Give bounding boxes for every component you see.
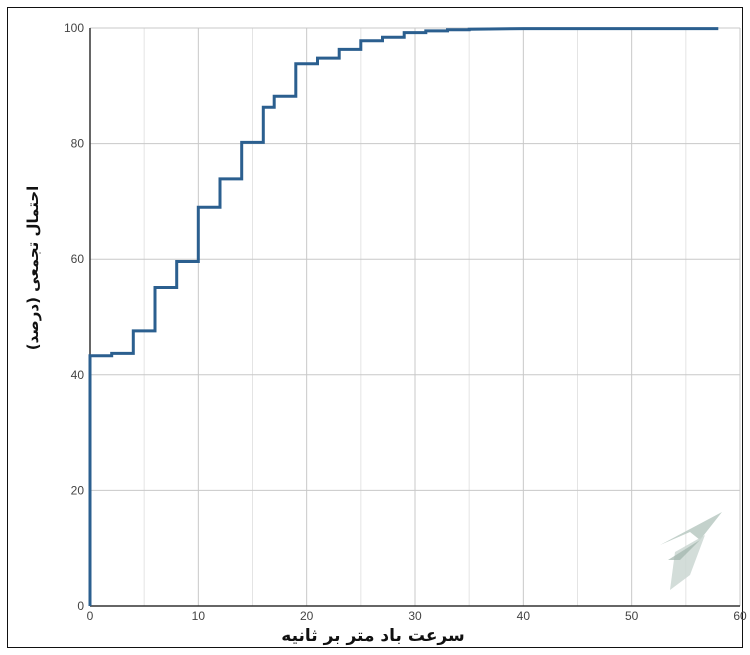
x-tick-label: 40	[517, 609, 531, 623]
x-tick-label: 50	[625, 609, 639, 623]
watermark-logo	[660, 512, 722, 590]
y-tick-label: 80	[71, 137, 85, 151]
x-tick-label: 60	[733, 609, 747, 623]
series-layer	[88, 27, 719, 606]
chart-frame	[7, 7, 743, 648]
y-tick-label: 60	[71, 252, 85, 266]
y-tick-label: 0	[77, 599, 84, 613]
cdf-step-line	[88, 27, 719, 606]
y-axis-label: احتمال تجمعی (درصد)	[24, 186, 42, 351]
x-axis-label: سرعت باد متر بر ثانیه	[281, 626, 464, 646]
y-tick-label: 40	[71, 368, 85, 382]
y-tick-label: 100	[64, 21, 84, 35]
tick-labels: 0 10 20 30 40 50 60 0 20 40 60 80 100	[64, 21, 747, 623]
x-tick-label: 10	[192, 609, 206, 623]
x-tick-label: 20	[300, 609, 314, 623]
x-tick-label: 30	[408, 609, 422, 623]
grid	[89, 27, 741, 607]
x-tick-label: 0	[87, 609, 94, 623]
y-tick-label: 20	[71, 483, 85, 497]
